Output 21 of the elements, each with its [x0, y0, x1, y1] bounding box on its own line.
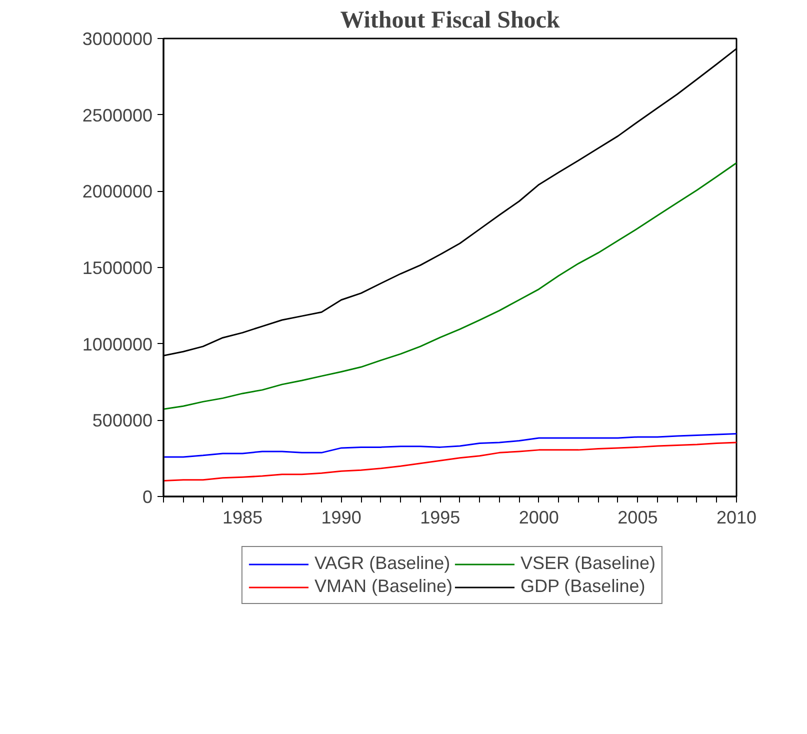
x-tick-label: 2000 — [518, 508, 559, 528]
x-tick-label: 1990 — [321, 508, 362, 528]
legend-label: VMAN (Baseline) — [314, 576, 452, 597]
y-tick-label: 2500000 — [82, 105, 153, 126]
legend-label: GDP (Baseline) — [520, 576, 646, 597]
y-tick-label: 3000000 — [82, 29, 153, 49]
line-series — [164, 442, 736, 482]
y-tick-label: 0 — [142, 487, 153, 507]
legend-label: VSER (Baseline) — [520, 553, 656, 574]
chart-title: Without Fiscal Shock — [340, 8, 560, 34]
x-tick-label: 2010 — [716, 508, 757, 528]
y-tick-label: 2000000 — [82, 182, 153, 202]
x-tick-label: 1985 — [222, 508, 263, 528]
x-tick-label: 1995 — [420, 508, 460, 528]
line-series — [164, 162, 736, 410]
legend-label: VAGR (Baseline) — [314, 553, 450, 574]
y-tick-label: 1500000 — [82, 258, 153, 278]
y-tick-label: 1000000 — [82, 334, 153, 354]
x-tick-label: 2005 — [618, 508, 658, 528]
y-tick-label: 500000 — [92, 410, 153, 431]
line-series — [164, 433, 736, 458]
